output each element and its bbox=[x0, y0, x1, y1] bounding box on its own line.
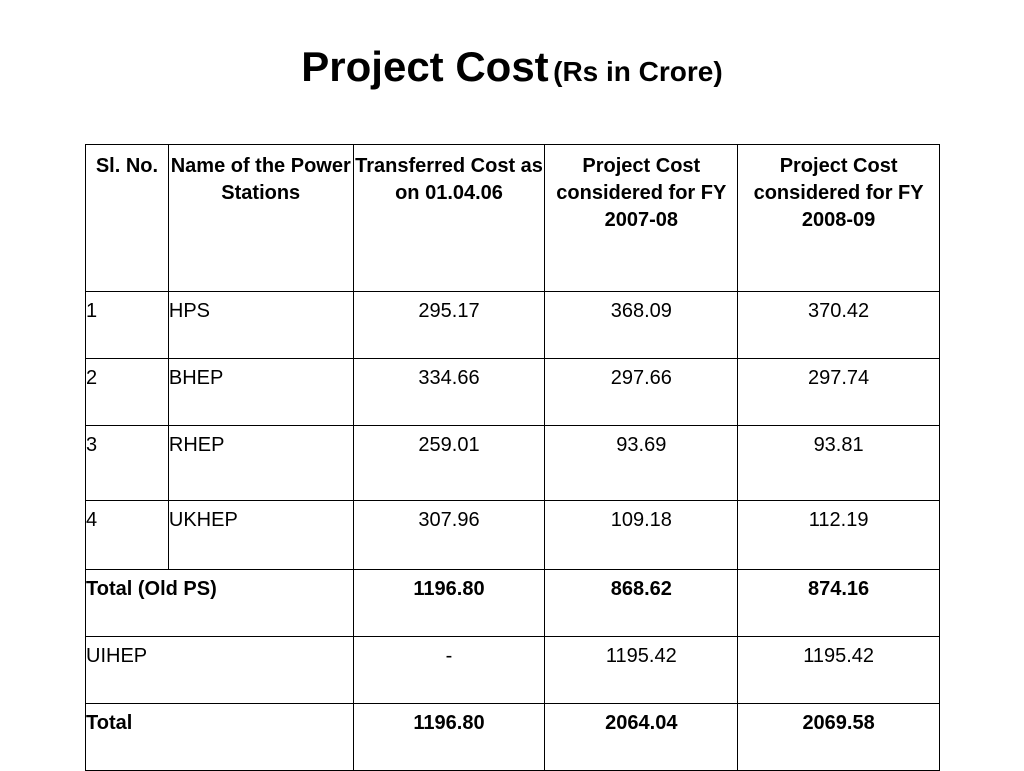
cell-station-name: BHEP bbox=[167, 358, 354, 426]
cell-transferred-cost: 259.01 bbox=[352, 425, 546, 501]
table-row: 1 HPS 295.17 368.09 370.42 bbox=[85, 291, 940, 359]
cell-cost-fy-2007-08: 297.66 bbox=[544, 358, 739, 426]
cell-transferred-cost: 1196.80 bbox=[352, 703, 546, 771]
cell-cost-fy-2008-09: 1195.42 bbox=[737, 636, 940, 704]
header-cost-fy-2008-09: Project Cost considered for FY 2008-09 bbox=[737, 144, 940, 292]
cell-cost-fy-2008-09: 874.16 bbox=[737, 569, 940, 637]
cell-transferred-cost: 307.96 bbox=[352, 500, 546, 570]
cell-transferred-cost: 334.66 bbox=[352, 358, 546, 426]
cell-station-name: RHEP bbox=[167, 425, 354, 501]
cell-cost-fy-2008-09: 297.74 bbox=[737, 358, 940, 426]
cell-station-name: HPS bbox=[167, 291, 354, 359]
cell-cost-fy-2008-09: 112.19 bbox=[737, 500, 940, 570]
cell-cost-fy-2007-08: 2064.04 bbox=[544, 703, 739, 771]
title-unit: (Rs in Crore) bbox=[553, 56, 723, 87]
header-power-station: Name of the Power Stations bbox=[167, 144, 354, 292]
cell-cost-fy-2008-09: 2069.58 bbox=[737, 703, 940, 771]
cell-cost-fy-2008-09: 370.42 bbox=[737, 291, 940, 359]
total-old-ps-row: Total (Old PS) 1196.80 868.62 874.16 bbox=[85, 569, 940, 637]
title-main: Project Cost bbox=[301, 43, 549, 90]
cell-cost-fy-2007-08: 1195.42 bbox=[544, 636, 739, 704]
header-sl-no: Sl. No. bbox=[85, 144, 169, 292]
cell-sl-no: 2 bbox=[85, 358, 169, 426]
uihep-label: UIHEP bbox=[85, 636, 354, 704]
uihep-row: UIHEP - 1195.42 1195.42 bbox=[85, 636, 940, 704]
cell-cost-fy-2007-08: 93.69 bbox=[544, 425, 739, 501]
cell-transferred-cost: 295.17 bbox=[352, 291, 546, 359]
page-title: Project Cost (Rs in Crore) bbox=[0, 46, 1024, 88]
cell-cost-fy-2007-08: 868.62 bbox=[544, 569, 739, 637]
table-row: 2 BHEP 334.66 297.66 297.74 bbox=[85, 358, 940, 426]
cell-transferred-cost: 1196.80 bbox=[352, 569, 546, 637]
table-row: 3 RHEP 259.01 93.69 93.81 bbox=[85, 425, 940, 501]
cell-cost-fy-2007-08: 109.18 bbox=[544, 500, 739, 570]
header-transferred-cost: Transferred Cost as on 01.04.06 bbox=[352, 144, 546, 292]
cell-sl-no: 1 bbox=[85, 291, 169, 359]
grand-total-label: Total bbox=[85, 703, 354, 771]
cell-sl-no: 4 bbox=[85, 500, 169, 570]
cell-transferred-cost: - bbox=[352, 636, 546, 704]
grand-total-row: Total 1196.80 2064.04 2069.58 bbox=[85, 703, 940, 771]
cell-station-name: UKHEP bbox=[167, 500, 354, 570]
table-row: 4 UKHEP 307.96 109.18 112.19 bbox=[85, 500, 940, 570]
table-header-row: Sl. No. Name of the Power Stations Trans… bbox=[85, 144, 940, 292]
header-cost-fy-2007-08: Project Cost considered for FY 2007-08 bbox=[544, 144, 739, 292]
cell-cost-fy-2007-08: 368.09 bbox=[544, 291, 739, 359]
project-cost-table: Sl. No. Name of the Power Stations Trans… bbox=[85, 144, 940, 771]
cell-cost-fy-2008-09: 93.81 bbox=[737, 425, 940, 501]
total-old-ps-label: Total (Old PS) bbox=[85, 569, 354, 637]
cell-sl-no: 3 bbox=[85, 425, 169, 501]
